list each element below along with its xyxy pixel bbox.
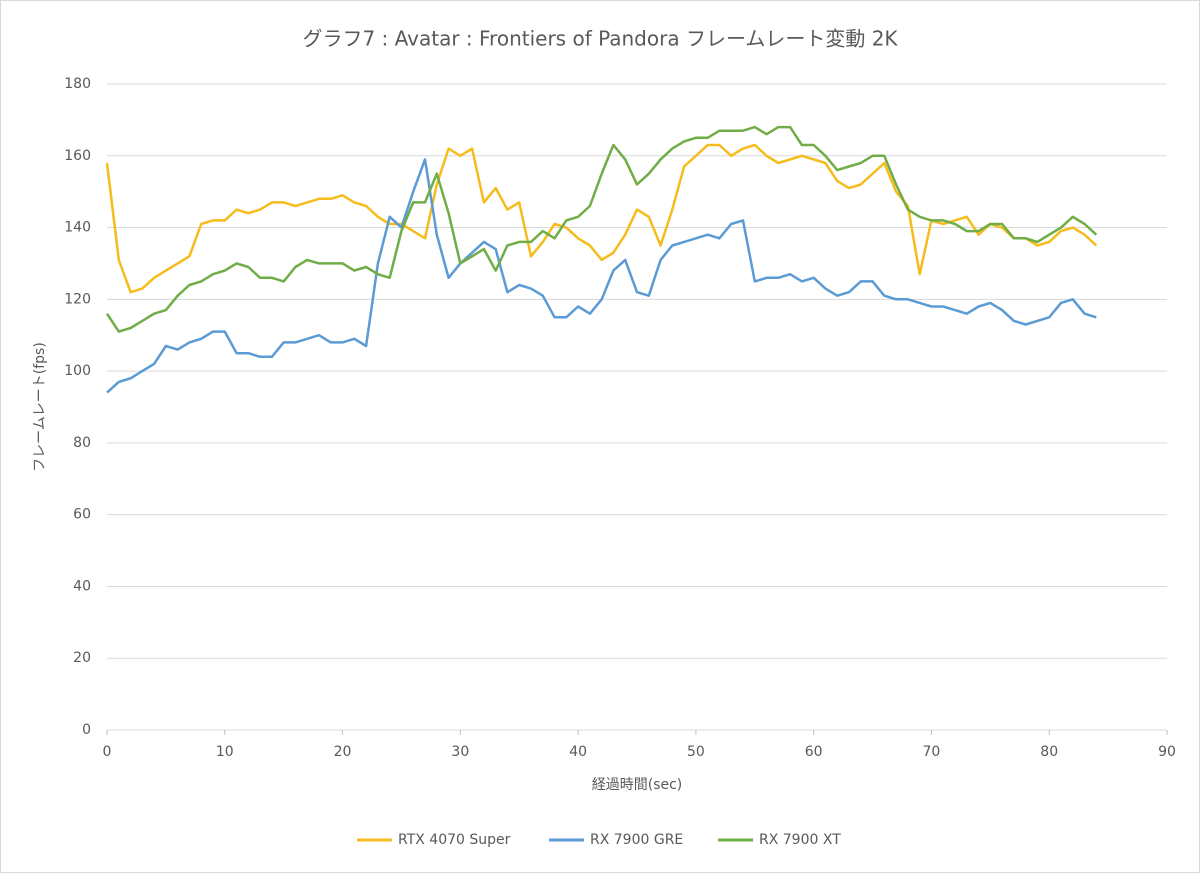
x-tick-label: 80 bbox=[1040, 744, 1058, 760]
y-tick-label: 120 bbox=[64, 291, 91, 307]
y-tick-label: 160 bbox=[64, 148, 91, 164]
chart-title: グラフ7 : Avatar : Frontiers of Pandora フレー… bbox=[302, 27, 898, 51]
x-tick-label: 30 bbox=[451, 744, 469, 760]
x-tick-label: 90 bbox=[1158, 744, 1176, 760]
y-tick-label: 20 bbox=[73, 650, 91, 666]
y-tick-label: 40 bbox=[73, 578, 91, 594]
series-line bbox=[105, 125, 1098, 333]
series-line bbox=[106, 158, 1097, 394]
x-axis-label: 経過時間(sec) bbox=[592, 777, 683, 793]
legend-label: RX 7900 GRE bbox=[590, 832, 683, 848]
x-tick-label: 20 bbox=[334, 744, 352, 760]
y-tick-label: 0 bbox=[82, 722, 91, 738]
x-tick-label: 50 bbox=[687, 744, 705, 760]
y-tick-label: 60 bbox=[73, 507, 91, 523]
y-tick-label: 80 bbox=[73, 435, 91, 451]
x-tick-label: 60 bbox=[805, 744, 823, 760]
legend-label: RTX 4070 Super bbox=[398, 832, 511, 848]
x-tick-label: 40 bbox=[569, 744, 587, 760]
legend-label: RX 7900 XT bbox=[759, 832, 841, 848]
x-tick-label: 70 bbox=[923, 744, 941, 760]
y-tick-label: 100 bbox=[64, 363, 91, 379]
x-tick-label: 0 bbox=[103, 744, 112, 760]
x-tick-label: 10 bbox=[216, 744, 234, 760]
y-tick-label: 140 bbox=[64, 220, 91, 236]
y-tick-label: 180 bbox=[64, 76, 91, 92]
y-axis-label: フレームレート(fps) bbox=[32, 342, 48, 472]
